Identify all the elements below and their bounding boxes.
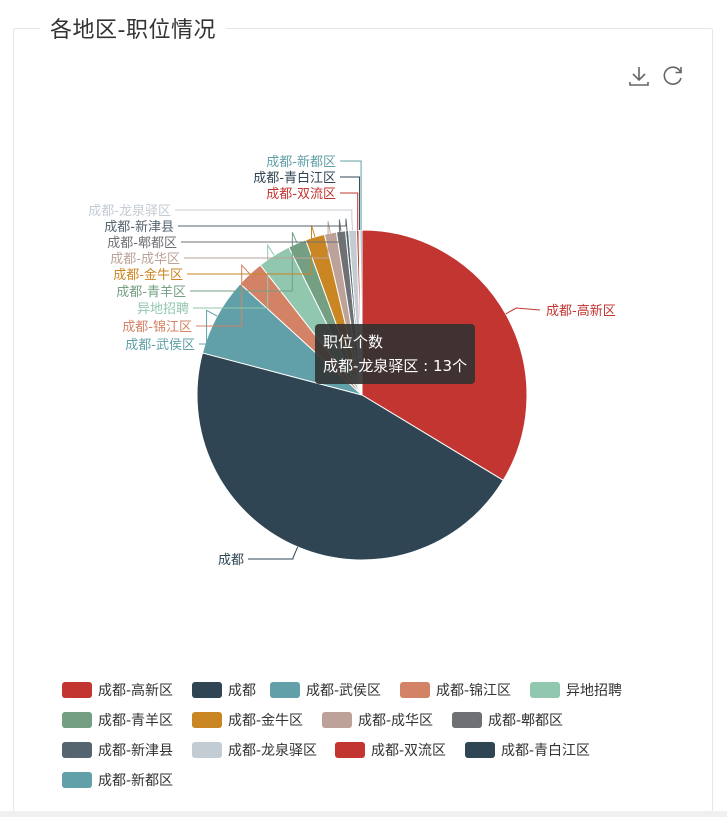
slice-label: 成都-新津县 (104, 219, 174, 235)
legend-label: 成都-双流区 (371, 743, 446, 759)
refresh-icon[interactable] (660, 63, 686, 89)
legend-swatch (322, 712, 352, 728)
leader-line (184, 221, 331, 259)
leader-line (340, 176, 361, 231)
slice-label: 成都-青羊区 (116, 284, 186, 300)
legend-label: 成都-成华区 (358, 713, 433, 729)
legend-label: 成都-新津县 (98, 743, 173, 759)
legend-item[interactable]: 成都-郫都区 (452, 712, 563, 729)
leader-line (181, 219, 342, 243)
legend-swatch (270, 682, 300, 698)
legend-swatch (335, 742, 365, 758)
legend-item[interactable]: 成都-高新区 (62, 682, 173, 699)
leader-line (199, 309, 218, 345)
legend-item[interactable]: 成都-新津县 (62, 742, 173, 759)
tooltip-line: 成都-龙泉驿区 : 13个 (323, 357, 468, 375)
legend-label: 成都-郫都区 (488, 713, 563, 729)
panel-title: 各地区-职位情况 (40, 12, 226, 44)
legend-item[interactable]: 成都-青白江区 (465, 742, 590, 759)
legend-item[interactable]: 异地招聘 (530, 682, 622, 699)
legend-label: 成都-金牛区 (228, 713, 303, 729)
legend-swatch (400, 682, 430, 698)
legend-label: 成都-锦江区 (436, 682, 511, 699)
leader-line (178, 218, 348, 231)
slice-label: 成都-金牛区 (113, 267, 183, 283)
chart-tooltip: 职位个数 成都-龙泉驿区 : 13个 (315, 324, 476, 384)
leader-line (193, 243, 275, 309)
slice-label: 成都-锦江区 (122, 320, 192, 335)
legend-label: 成都-青白江区 (501, 743, 590, 759)
legend-swatch (452, 712, 482, 728)
legend-item[interactable]: 成都-龙泉驿区 (192, 742, 317, 759)
slice-label: 异地招聘 (137, 302, 189, 317)
slice-label: 成都-青白江区 (253, 170, 336, 186)
legend-label: 成都-新都区 (98, 773, 173, 789)
legend-item[interactable]: 成都-双流区 (335, 742, 446, 759)
leader-line (175, 209, 354, 231)
legend-item[interactable]: 成都-成华区 (322, 712, 433, 729)
legend-label: 异地招聘 (566, 683, 622, 699)
legend-label: 成都-青羊区 (98, 713, 173, 729)
leader-line (340, 192, 359, 231)
legend-item[interactable]: 成都-武侯区 (270, 682, 381, 699)
legend-item[interactable]: 成都-新都区 (62, 772, 173, 789)
leader-line (340, 160, 362, 231)
legend-label: 成都-武侯区 (306, 683, 381, 699)
bottom-scroll-area (0, 811, 727, 817)
legend-swatch (465, 742, 495, 758)
legend-swatch (192, 682, 222, 698)
legend-label: 成都-龙泉驿区 (228, 742, 317, 759)
legend-label: 成都 (228, 683, 256, 699)
leader-line (505, 307, 541, 315)
pie-slice[interactable] (196, 352, 504, 561)
download-icon[interactable] (626, 63, 652, 89)
legend-item[interactable]: 成都 (192, 682, 256, 699)
legend-item[interactable]: 成都-锦江区 (400, 682, 511, 699)
slice-label: 成都-双流区 (266, 187, 336, 202)
legend-item[interactable]: 成都-青羊区 (62, 712, 173, 729)
leader-line (196, 263, 251, 327)
leader-line (248, 546, 299, 560)
slice-label: 成都-高新区 (546, 303, 616, 319)
slice-label: 成都-成华区 (110, 252, 180, 267)
legend-item[interactable]: 成都-金牛区 (192, 712, 303, 729)
legend-swatch (530, 682, 560, 698)
legend-swatch (62, 772, 92, 788)
legend-swatch (192, 712, 222, 728)
slice-label: 成都-龙泉驿区 (88, 203, 171, 219)
slice-label: 成都-郫都区 (107, 235, 177, 251)
legend-label: 成都-高新区 (98, 682, 173, 699)
slice-label: 成都-武侯区 (125, 338, 195, 353)
legend-swatch (62, 682, 92, 698)
slice-label: 成都 (218, 553, 244, 568)
tooltip-title: 职位个数 (323, 333, 384, 351)
legend-swatch (62, 712, 92, 728)
legend-swatch (192, 742, 222, 758)
leader-line (187, 225, 316, 275)
slice-label: 成都-新都区 (266, 154, 336, 170)
leader-line (190, 232, 298, 292)
legend-swatch (62, 742, 92, 758)
